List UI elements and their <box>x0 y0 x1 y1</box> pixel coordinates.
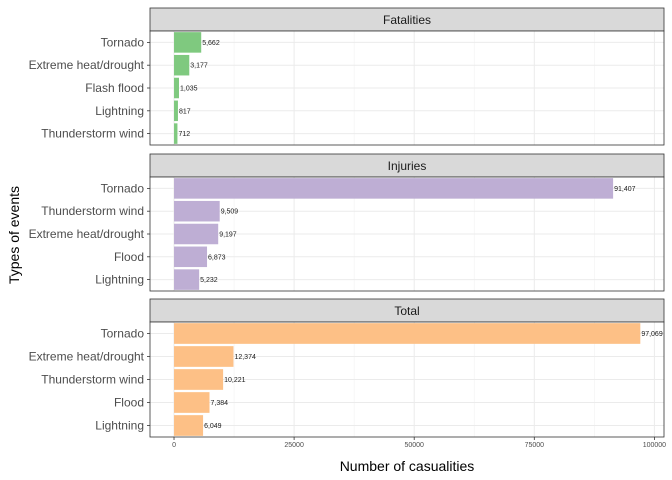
category-label: Extreme heat/drought <box>29 58 145 72</box>
facets: Fatalities 5,662 Tornado 3,177 Extreme heat/… <box>29 7 665 438</box>
bar <box>174 200 220 222</box>
bar <box>174 123 178 144</box>
category-label: Tornado <box>101 35 145 49</box>
data-label: 5,662 <box>202 40 220 47</box>
panel-border <box>149 30 665 146</box>
data-label: 7,384 <box>210 400 228 407</box>
category-label: Tornado <box>101 181 145 195</box>
category-label: Flash flood <box>85 81 144 95</box>
data-label: 9,509 <box>221 209 239 216</box>
facet-injuries: Injuries 91,407 Tornado 9,509 Thunderstorm w… <box>29 153 665 292</box>
facet-total: Total 97,069 Tornado 12,374 Extreme heat/dro… <box>29 298 665 438</box>
x-axis-ticks: 0 25000 50000 75000 100000 <box>172 437 666 449</box>
facet-title: Total <box>394 304 419 318</box>
category-label: Extreme heat/drought <box>29 227 145 241</box>
x-axis-title: Number of casualities <box>340 458 475 474</box>
data-label: 1,035 <box>180 86 198 93</box>
data-label: 97,069 <box>641 331 663 338</box>
category-label: Extreme heat/drought <box>29 350 145 364</box>
data-label: 6,873 <box>208 254 226 261</box>
x-tick-label: 50000 <box>404 442 424 449</box>
x-tick-label: 100000 <box>643 442 666 449</box>
category-label: Lightning <box>95 273 144 287</box>
category-label: Thunderstorm wind <box>41 204 144 218</box>
data-label: 5,232 <box>200 277 218 284</box>
panel-border <box>149 176 665 292</box>
bar <box>174 269 200 290</box>
data-label: 10,221 <box>224 377 246 384</box>
facet-title: Fatalities <box>383 13 431 27</box>
x-tick-label: 75000 <box>525 442 545 449</box>
data-label: 6,049 <box>204 423 222 430</box>
data-label: 9,197 <box>219 232 237 239</box>
bar <box>174 32 202 53</box>
x-tick-label: 0 <box>172 442 176 449</box>
bar <box>174 246 208 268</box>
bar <box>174 178 614 199</box>
y-axis-title: Types of events <box>6 186 22 284</box>
data-label: 91,407 <box>614 186 636 193</box>
bar <box>174 346 234 367</box>
category-label: Lightning <box>95 419 144 433</box>
bar <box>174 323 641 344</box>
category-label: Flood <box>114 250 144 264</box>
facet-fatalities: Fatalities 5,662 Tornado 3,177 Extreme heat/… <box>29 7 665 146</box>
bar <box>174 100 178 122</box>
bar <box>174 223 219 245</box>
bar <box>174 415 204 436</box>
data-label: 12,374 <box>234 354 256 361</box>
bar <box>174 54 190 76</box>
data-label: 817 <box>179 108 191 115</box>
x-tick-label: 25000 <box>284 442 304 449</box>
data-label: 712 <box>178 131 190 138</box>
bar <box>174 392 210 413</box>
data-label: 3,177 <box>190 63 208 70</box>
bar <box>174 77 179 99</box>
panel-border <box>149 321 665 438</box>
facet-title: Injuries <box>388 159 427 173</box>
category-label: Thunderstorm wind <box>41 127 144 141</box>
category-label: Lightning <box>95 104 144 118</box>
bar <box>174 369 224 390</box>
category-label: Tornado <box>101 327 145 341</box>
category-label: Flood <box>114 396 144 410</box>
category-label: Thunderstorm wind <box>41 373 144 387</box>
